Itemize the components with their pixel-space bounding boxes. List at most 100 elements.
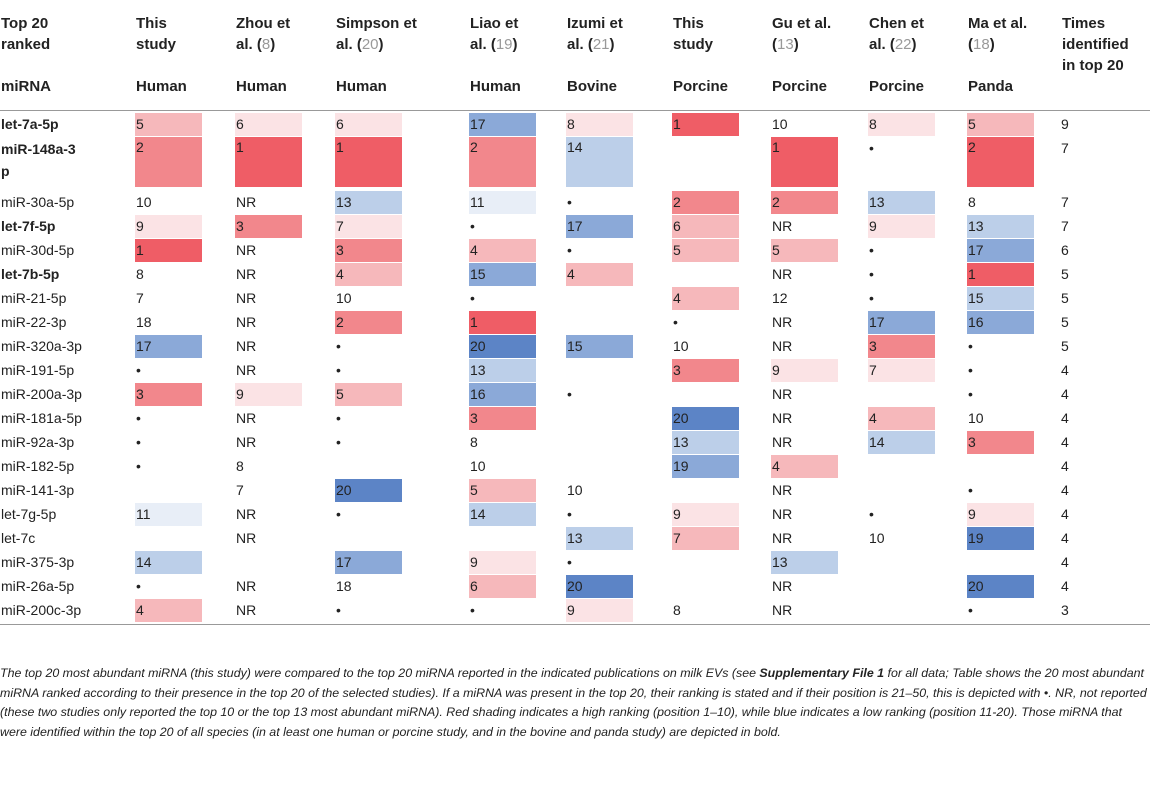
rank-value: 12 [772,290,788,306]
rank-cell: 9 [566,598,672,625]
reference-number[interactable]: 18 [973,36,990,53]
rank-cell: NR [235,526,335,550]
rank-cell: 19 [672,454,771,478]
rank-value: 4 [771,455,838,478]
times-identified: 4 [1061,554,1069,570]
rank-cell [868,574,967,598]
rank-value: NR [772,314,793,330]
rank-value: 10 [968,410,984,426]
rank-value: 4 [469,239,536,262]
rank-cell: 4 [771,454,868,478]
rank-cell: NR [235,598,335,625]
rank-value: 8 [968,194,976,210]
rank-value: • [336,602,341,618]
rank-value: NR [236,362,257,378]
rank-value: 6 [235,113,302,136]
mirna-name: miR-148a-3p [1,141,76,179]
reference-number[interactable]: 20 [361,36,379,53]
rank-cell: 8 [235,454,335,478]
rank-cell: 9 [235,382,335,406]
rank-cell: NR [235,190,335,214]
rank-cell: 7 [672,526,771,550]
reference-number[interactable]: 13 [777,36,794,53]
reference-number[interactable]: 8 [261,36,271,53]
study-header-7: Chen et al. (22) [869,15,925,53]
rank-cell: • [672,310,771,334]
rank-cell: • [566,550,672,574]
rank-cell: 9 [967,502,1061,526]
rank-value: 5 [967,113,1034,136]
rank-cell: 17 [335,550,469,574]
rank-value: • [567,554,572,570]
rank-cell: 6 [235,111,335,136]
rank-cell [672,382,771,406]
times-identified: 7 [1061,194,1069,210]
table-row: miR-92a-3p • NR • 8 13 NR 14 3 4 [0,430,1150,454]
rank-value: 10 [336,290,352,306]
rank-cell [868,550,967,574]
reference-number[interactable]: 22 [894,36,912,53]
mirna-name: miR-182-5p [1,458,75,474]
rank-value: NR [772,338,793,354]
rank-cell: 5 [469,478,566,502]
rank-cell [672,136,771,190]
rank-cell [135,478,235,502]
rank-value: • [968,386,973,402]
rank-value [672,263,739,286]
rank-value: 18 [136,314,152,330]
rank-cell: 16 [967,310,1061,334]
rank-cell [967,550,1061,574]
rank-cell: 7 [335,214,469,238]
rank-value [566,359,633,382]
rank-value: 6 [672,215,739,238]
reference-number[interactable]: 21 [592,36,610,53]
supplementary-link[interactable]: Supplementary File 1 [759,666,885,680]
rank-cell: • [868,286,967,310]
rank-value: NR [772,434,793,450]
rank-value: 8 [236,458,244,474]
rank-cell: 3 [868,334,967,358]
rank-cell: 1 [469,310,566,334]
rank-value: NR [236,410,257,426]
rank-cell: 7 [868,358,967,382]
table-row: let-7b-5p 8 NR 4 15 4 NR • 1 5 [0,262,1150,286]
rank-cell: NR [771,598,868,625]
rank-cell: 9 [672,502,771,526]
mirna-name: miR-191-5p [1,362,75,378]
rank-value: NR [236,530,257,546]
rank-value: NR [772,386,793,402]
rank-value [868,479,935,502]
rank-value: 8 [673,602,681,618]
times-identified: 3 [1061,598,1150,625]
rank-cell: 4 [566,262,672,286]
rank-value: 13 [469,359,536,382]
rank-cell: • [469,598,566,625]
rank-value: NR [236,242,257,258]
rank-cell: NR [235,430,335,454]
rank-value: 3 [967,431,1034,454]
rank-value: • [336,410,341,426]
rank-value: • [470,290,475,306]
reference-number[interactable]: 19 [495,36,513,53]
table-row: miR-191-5p • NR • 13 3 9 7 • 4 [0,358,1150,382]
rank-value: 8 [470,434,478,450]
rank-cell: 8 [469,430,566,454]
rank-value: 16 [967,311,1034,334]
times-identified: 5 [1061,290,1069,306]
rank-value: • [336,338,341,354]
rank-cell: 4 [469,238,566,262]
rank-cell: NR [235,286,335,310]
rank-cell: 4 [135,598,235,625]
rank-value: NR [236,194,257,210]
rank-value: 13 [868,191,935,214]
rank-cell [672,262,771,286]
species-header-0: Human [135,76,235,111]
mirna-name: let-7a-5p [1,116,59,132]
rank-value: • [869,140,874,156]
rank-cell: • [868,502,967,526]
mirna-column-header: miRNA [0,76,135,111]
rank-value: 9 [672,503,739,526]
rank-value: 17 [335,551,402,574]
rank-cell: NR [771,406,868,430]
times-identified: 4 [1061,506,1069,522]
